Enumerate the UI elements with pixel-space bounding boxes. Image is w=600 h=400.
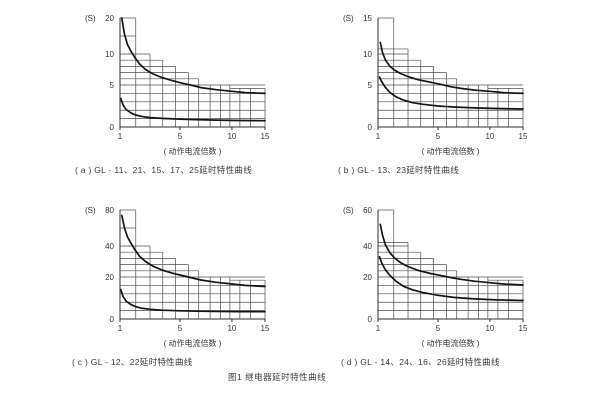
x-axis-title: ( 动作电流倍数 ) (422, 338, 480, 348)
x-tick-label: 10 (485, 132, 494, 141)
lower-limit-curve (119, 288, 266, 313)
x-tick-label: 5 (178, 324, 183, 333)
axes (377, 18, 524, 130)
upper-limit-curve (379, 223, 524, 286)
y-unit-label: (S) (343, 206, 354, 215)
x-tick-label: 5 (436, 132, 441, 141)
x-tick-label: 5 (178, 132, 183, 141)
y-tick-label: 60 (363, 206, 372, 215)
axes (377, 210, 524, 322)
y-tick-label: 15 (363, 14, 372, 23)
y-tick-label: 0 (368, 315, 373, 324)
y-unit-label: (S) (85, 14, 96, 23)
y-unit-label: (S) (85, 206, 96, 215)
tolerance-grid (120, 17, 266, 127)
y-tick-label: 20 (363, 273, 372, 282)
y-tick-label: 20 (105, 14, 114, 23)
lower-limit-curve (378, 76, 524, 110)
y-tick-label: 5 (368, 81, 373, 90)
x-tick-label: 5 (436, 324, 441, 333)
x-tick-label: 10 (227, 132, 236, 141)
chart-c: 0 20 40 80 1 5 10 15 (S)( 动作电流倍数 ) ( c ) GL - 12… (55, 197, 295, 368)
y-tick-label: 10 (105, 50, 114, 59)
y-tick-label: 40 (363, 242, 372, 251)
lower-limit-curve (378, 255, 524, 302)
x-axis-title: ( 动作电流倍数 ) (164, 338, 222, 348)
x-axis-title: ( 动作电流倍数 ) (422, 146, 480, 156)
y-tick-label: 0 (110, 315, 115, 324)
chart-a-caption: ( a ) GL - 11、21、15、17、25延时特性曲线 (75, 165, 252, 175)
chart-b-caption: ( b ) GL - 13、23延时特性曲线 (338, 165, 460, 175)
tolerance-grid (378, 209, 524, 319)
x-tick-label: 1 (118, 132, 123, 141)
y-tick-label: 0 (368, 123, 373, 132)
y-tick-label: 5 (110, 81, 115, 90)
x-tick-label: 15 (519, 132, 528, 141)
x-tick-label: 10 (485, 324, 494, 333)
x-tick-label: 1 (118, 324, 123, 333)
y-tick-label: 10 (363, 50, 372, 59)
x-tick-label: 1 (376, 324, 381, 333)
figure-title: 图1 继电器延时特性曲线 (228, 372, 327, 382)
x-tick-label: 15 (261, 132, 270, 141)
axes (119, 18, 266, 130)
tolerance-grid (120, 209, 266, 319)
x-tick-label: 15 (519, 324, 528, 333)
chart-d-caption: ( d ) GL - 14、24、16、26延时特性曲线 (341, 357, 500, 367)
x-tick-label: 1 (376, 132, 381, 141)
chart-b: 0 5 10 15 1 5 10 15 (S)( 动作电流倍数 ) ( b ) GL - 13、… (313, 5, 553, 176)
lower-limit-curve (119, 97, 266, 122)
tolerance-grid (378, 17, 524, 127)
y-unit-label: (S) (343, 14, 354, 23)
x-axis-title: ( 动作电流倍数 ) (164, 146, 222, 156)
x-tick-label: 15 (261, 324, 270, 333)
y-tick-label: 80 (105, 206, 114, 215)
upper-limit-curve (379, 41, 524, 95)
chart-d: 0 20 40 60 1 5 10 15 (S)( 动作电流倍数 ) ( d ) GL - 14… (313, 197, 553, 368)
y-tick-label: 20 (105, 273, 114, 282)
y-tick-label: 40 (105, 242, 114, 251)
upper-limit-curve (120, 214, 266, 288)
chart-a: 0 5 10 20 1 5 10 15 (S)( 动作电流倍数 ) ( a ) GL - 11、… (55, 5, 295, 176)
upper-limit-curve (120, 17, 266, 95)
y-tick-label: 0 (110, 123, 115, 132)
chart-c-caption: ( c ) GL - 12、22延时特性曲线 (72, 357, 193, 367)
axes (119, 210, 266, 322)
x-tick-label: 10 (227, 324, 236, 333)
